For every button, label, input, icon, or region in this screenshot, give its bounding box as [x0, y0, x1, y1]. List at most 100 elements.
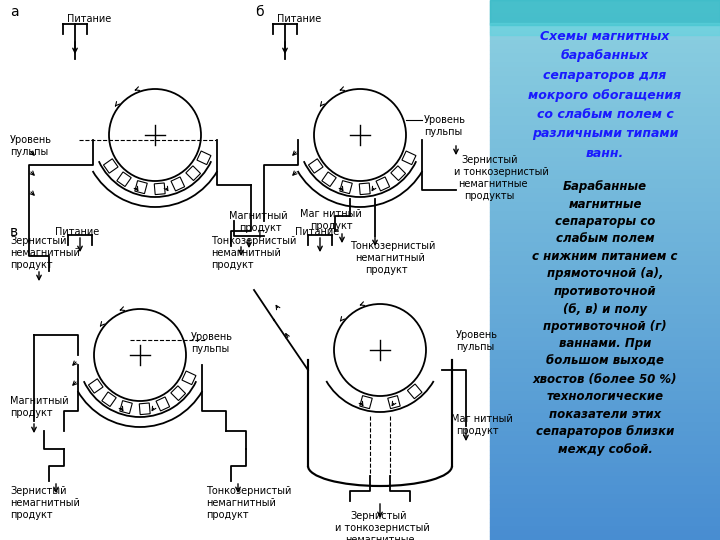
Bar: [490, 328, 720, 333]
Text: сепараторов для: сепараторов для: [544, 69, 667, 82]
Bar: [490, 436, 720, 441]
Text: Питание: Питание: [67, 14, 112, 24]
Bar: [490, 531, 720, 536]
Circle shape: [334, 304, 426, 396]
Bar: [490, 522, 720, 526]
Bar: [490, 36, 720, 40]
Bar: [490, 247, 720, 252]
Text: Зернистый: Зернистый: [10, 486, 66, 496]
Polygon shape: [186, 166, 201, 180]
Bar: [490, 463, 720, 468]
Bar: [490, 409, 720, 414]
Text: продукт: продукт: [239, 223, 282, 233]
Bar: [490, 185, 720, 189]
Bar: [490, 369, 720, 374]
Text: продукты: продукты: [464, 191, 514, 201]
Text: Магнитный: Магнитный: [229, 211, 287, 221]
Bar: [490, 355, 720, 360]
Bar: [490, 72, 720, 77]
Bar: [490, 0, 720, 4]
Bar: [490, 234, 720, 239]
Bar: [490, 396, 720, 401]
Text: барабанных: барабанных: [561, 50, 649, 63]
Bar: [490, 306, 720, 310]
Bar: [490, 162, 720, 166]
Text: пульпы: пульпы: [191, 344, 229, 354]
Bar: [490, 441, 720, 445]
Bar: [490, 108, 720, 112]
Bar: [490, 378, 720, 382]
Bar: [490, 486, 720, 490]
Bar: [490, 392, 720, 396]
Bar: [490, 500, 720, 504]
Polygon shape: [308, 159, 323, 173]
Bar: [490, 9, 720, 14]
Text: Зернистый: Зернистый: [350, 511, 407, 521]
Polygon shape: [89, 379, 103, 393]
Bar: [490, 207, 720, 212]
Text: продукт: продукт: [456, 426, 499, 436]
Polygon shape: [402, 151, 416, 165]
Circle shape: [94, 309, 186, 401]
Bar: [490, 477, 720, 482]
Text: Зернистый: Зернистый: [461, 155, 518, 165]
Text: а: а: [10, 5, 19, 19]
Bar: [490, 54, 720, 58]
Bar: [490, 428, 720, 432]
Text: показатели этих: показатели этих: [549, 408, 661, 421]
Text: хвостов (более 50 %): хвостов (более 50 %): [533, 373, 678, 386]
Bar: [490, 189, 720, 193]
Text: Тонкозернистый: Тонкозернистый: [211, 236, 297, 246]
Bar: [490, 212, 720, 216]
Bar: [490, 63, 720, 68]
Text: ваннами. При: ваннами. При: [559, 338, 651, 350]
Text: противоточной: противоточной: [554, 285, 657, 298]
Bar: [490, 504, 720, 509]
Bar: [490, 126, 720, 131]
Bar: [490, 225, 720, 229]
Text: Питание: Питание: [277, 14, 321, 24]
Bar: [490, 293, 720, 297]
Polygon shape: [171, 177, 184, 191]
Polygon shape: [359, 183, 370, 194]
Bar: [490, 364, 720, 369]
Bar: [490, 216, 720, 220]
Polygon shape: [360, 396, 372, 409]
Text: продукт: продукт: [10, 510, 53, 520]
Bar: [490, 85, 720, 90]
Bar: [490, 490, 720, 495]
Bar: [490, 135, 720, 139]
Polygon shape: [156, 397, 170, 411]
Bar: [490, 351, 720, 355]
Polygon shape: [139, 403, 150, 415]
Bar: [490, 297, 720, 301]
Text: Маг нитный: Маг нитный: [300, 209, 361, 219]
Bar: [490, 230, 720, 234]
Bar: [490, 301, 720, 306]
Bar: [490, 509, 720, 513]
Bar: [490, 40, 720, 45]
Text: и тонкозернистый: и тонкозернистый: [454, 167, 549, 177]
Text: Уровень: Уровень: [10, 135, 52, 145]
Bar: [490, 23, 720, 35]
Bar: [490, 50, 720, 54]
Polygon shape: [117, 172, 131, 186]
Text: Уровень: Уровень: [424, 115, 466, 125]
Text: сепараторы со: сепараторы со: [555, 215, 655, 228]
Text: продукт: продукт: [211, 260, 253, 270]
Bar: [490, 513, 720, 517]
Bar: [490, 171, 720, 176]
Bar: [490, 239, 720, 243]
Circle shape: [109, 89, 201, 181]
Polygon shape: [376, 177, 390, 191]
Circle shape: [314, 89, 406, 181]
Bar: [490, 252, 720, 256]
Bar: [490, 468, 720, 472]
Bar: [490, 536, 720, 540]
Bar: [490, 166, 720, 171]
Bar: [490, 148, 720, 153]
Text: и тонкозернистый: и тонкозернистый: [335, 523, 430, 533]
Bar: [490, 23, 720, 27]
Bar: [490, 31, 720, 36]
Polygon shape: [171, 386, 186, 401]
